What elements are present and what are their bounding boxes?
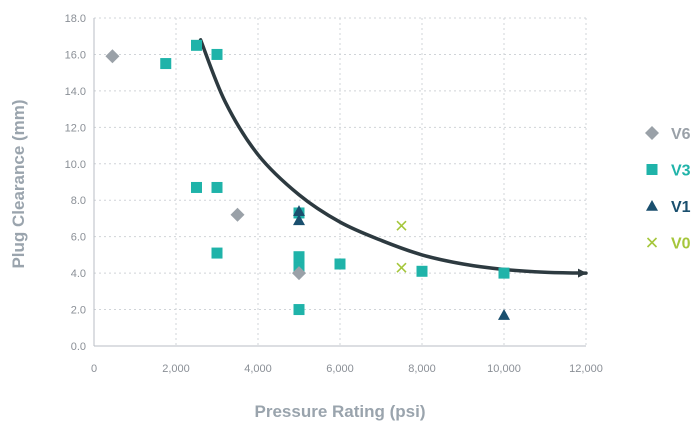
x-tick-label: 2,000 bbox=[162, 363, 190, 375]
data-point-v6 bbox=[105, 49, 120, 64]
data-point-v1 bbox=[498, 309, 510, 320]
data-point-v0-stroke bbox=[396, 220, 407, 231]
x-tick-label: 12,000 bbox=[569, 363, 603, 375]
y-axis-title: Plug Clearance (mm) bbox=[9, 99, 28, 268]
x-axis-title: Pressure Rating (psi) bbox=[255, 402, 426, 421]
data-point-v0 bbox=[396, 220, 407, 231]
x-tick-label: 4,000 bbox=[244, 363, 272, 375]
data-points bbox=[105, 39, 510, 320]
legend-label-v0: V0 bbox=[671, 236, 691, 253]
legend-item-v3: V3 bbox=[646, 163, 691, 180]
y-tick-label: 6.0 bbox=[71, 232, 86, 244]
legend-label-v3: V3 bbox=[671, 163, 691, 180]
data-point-v3 bbox=[334, 258, 346, 270]
trend-curve-group bbox=[198, 38, 588, 278]
y-tick-label: 4.0 bbox=[71, 268, 86, 280]
x-tick-labels: 0 2,000 4,000 6,000 8,000 10,000 12,000 bbox=[91, 363, 603, 375]
y-tick-label: 16.0 bbox=[65, 49, 86, 61]
legend-item-v1: V1 bbox=[646, 199, 691, 216]
y-tick-label: 12.0 bbox=[65, 122, 86, 134]
x-tick-label: 6,000 bbox=[326, 363, 354, 375]
data-point-v3 bbox=[191, 39, 202, 51]
legend-marker-v0-stroke bbox=[646, 237, 658, 248]
y-tick-label: 2.0 bbox=[71, 305, 86, 317]
legend-item-v0: V0 bbox=[646, 236, 691, 253]
legend-marker-v1 bbox=[646, 200, 658, 211]
data-point-v0-stroke bbox=[396, 262, 407, 273]
x-tick-label: 8,000 bbox=[408, 363, 436, 375]
data-point-v3 bbox=[211, 48, 223, 60]
trend-curve-arrowhead bbox=[578, 268, 587, 278]
legend-label-v6: V6 bbox=[671, 126, 691, 143]
data-point-v3 bbox=[191, 181, 202, 193]
legend: V6 V3 V1 V0 bbox=[645, 126, 691, 253]
data-point-v3 bbox=[211, 181, 223, 193]
data-point-v6 bbox=[292, 266, 306, 281]
legend-label-v1: V1 bbox=[671, 199, 691, 216]
y-tick-label: 18.0 bbox=[65, 13, 86, 25]
y-tick-label: 10.0 bbox=[65, 159, 86, 171]
data-point-v0 bbox=[396, 262, 407, 273]
y-tick-label: 8.0 bbox=[71, 195, 86, 207]
trend-curve bbox=[198, 38, 588, 275]
data-point-v1 bbox=[293, 214, 305, 226]
data-point-v3 bbox=[498, 267, 510, 279]
data-point-v3 bbox=[211, 247, 223, 259]
x-tick-label: 10,000 bbox=[487, 363, 521, 375]
data-point-v3 bbox=[160, 58, 172, 70]
y-tick-label: 14.0 bbox=[65, 86, 86, 98]
gridlines bbox=[94, 17, 587, 346]
data-point-v1 bbox=[293, 205, 305, 216]
axes bbox=[93, 18, 586, 347]
data-point-v3 bbox=[416, 265, 428, 277]
data-point-v3 bbox=[293, 304, 305, 316]
y-tick-labels: 0.0 2.0 4.0 6.0 8.0 10.0 12.0 14.0 16.0 18.0 bbox=[65, 13, 86, 353]
legend-marker-v3 bbox=[646, 164, 658, 175]
legend-item-v6: V6 bbox=[645, 126, 691, 143]
legend-marker-v6 bbox=[645, 126, 659, 140]
x-tick-label: 0 bbox=[91, 363, 97, 375]
legend-marker-v0 bbox=[646, 237, 658, 248]
y-tick-label: 0.0 bbox=[71, 341, 86, 353]
data-point-v6 bbox=[230, 207, 245, 222]
